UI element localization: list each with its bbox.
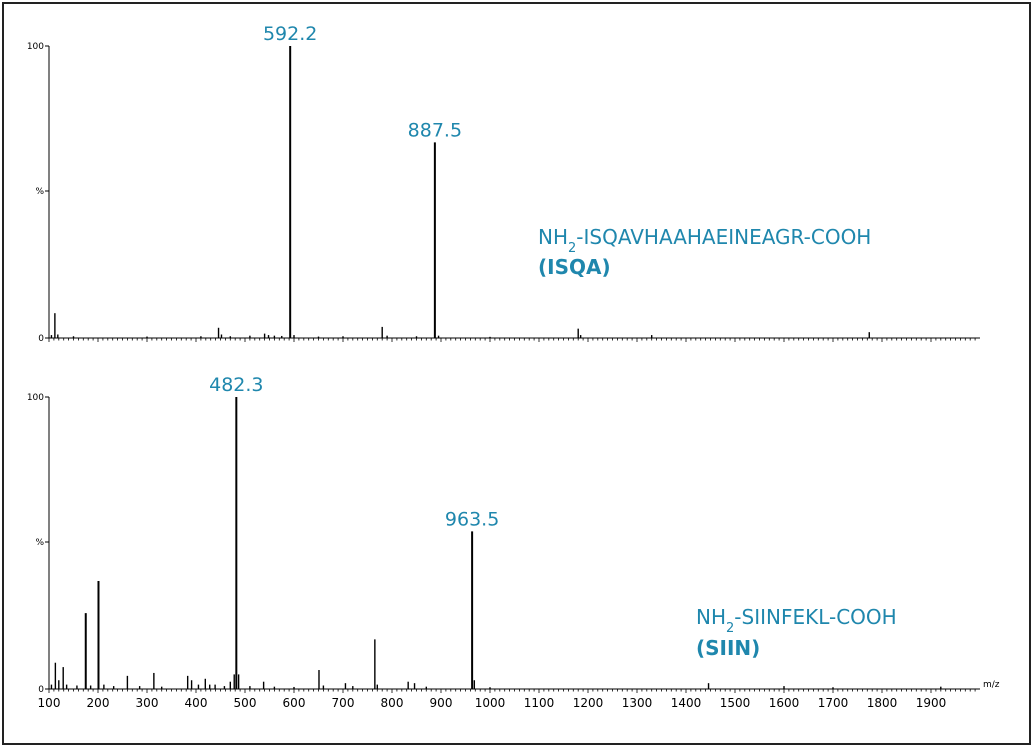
- x-tick-label: 1100: [524, 696, 555, 710]
- sequence-label-isqa: NH2-ISQAVHAAHAEINEAGR-COOH: [538, 225, 871, 256]
- sequence-label-siin: NH2-SIINFEKL-COOH: [696, 605, 897, 636]
- x-tick-label: 1500: [720, 696, 751, 710]
- x-tick-label: 300: [136, 696, 159, 710]
- y-tick-label: 0: [38, 685, 44, 695]
- y-tick-label: 0: [38, 334, 44, 344]
- x-tick-label: 100: [38, 696, 61, 710]
- peak-label-isqa: 592.2: [263, 23, 317, 45]
- x-tick-label: 1400: [671, 696, 702, 710]
- y-tick-label: %: [35, 187, 44, 197]
- peak-label-siin: 482.3: [209, 374, 263, 396]
- x-tick-label: 1000: [475, 696, 506, 710]
- spectrum-panel-isqa: 100% 0 592.2 887.5: [27, 23, 980, 344]
- sequence-subscript: 2: [726, 621, 734, 636]
- short-name-siin: (SIIN): [696, 636, 760, 660]
- x-tick-label: 900: [430, 696, 453, 710]
- y-tick-label: 100: [27, 393, 44, 403]
- y-tick-label: %: [35, 538, 44, 548]
- sequence-rest: -ISQAVHAAHAEINEAGR-COOH: [576, 225, 871, 249]
- peak-label-siin: 963.5: [445, 508, 499, 530]
- x-tick-label: 700: [332, 696, 355, 710]
- x-tick-label: 800: [381, 696, 404, 710]
- x-tick-label: 1900: [916, 696, 947, 710]
- sequence-rest: -SIINFEKL-COOH: [734, 605, 896, 629]
- x-unit-label: m/z: [983, 680, 1000, 690]
- sequence-prefix: NH: [538, 225, 568, 249]
- x-tick-label: 400: [185, 696, 208, 710]
- x-tick-label: 600: [283, 696, 306, 710]
- x-tick-label: 1800: [867, 696, 898, 710]
- x-tick-label: 200: [87, 696, 110, 710]
- y-tick-label: 100: [27, 42, 44, 52]
- sequence-subscript: 2: [568, 241, 576, 256]
- sequence-prefix: NH: [696, 605, 726, 629]
- x-tick-label: 1600: [769, 696, 800, 710]
- peak-label-isqa: 887.5: [408, 119, 462, 141]
- x-tick-label: 1300: [622, 696, 653, 710]
- x-tick-label: 1700: [818, 696, 849, 710]
- x-tick-label: 1200: [573, 696, 604, 710]
- x-tick-label: 500: [234, 696, 257, 710]
- short-name-isqa: (ISQA): [538, 255, 611, 279]
